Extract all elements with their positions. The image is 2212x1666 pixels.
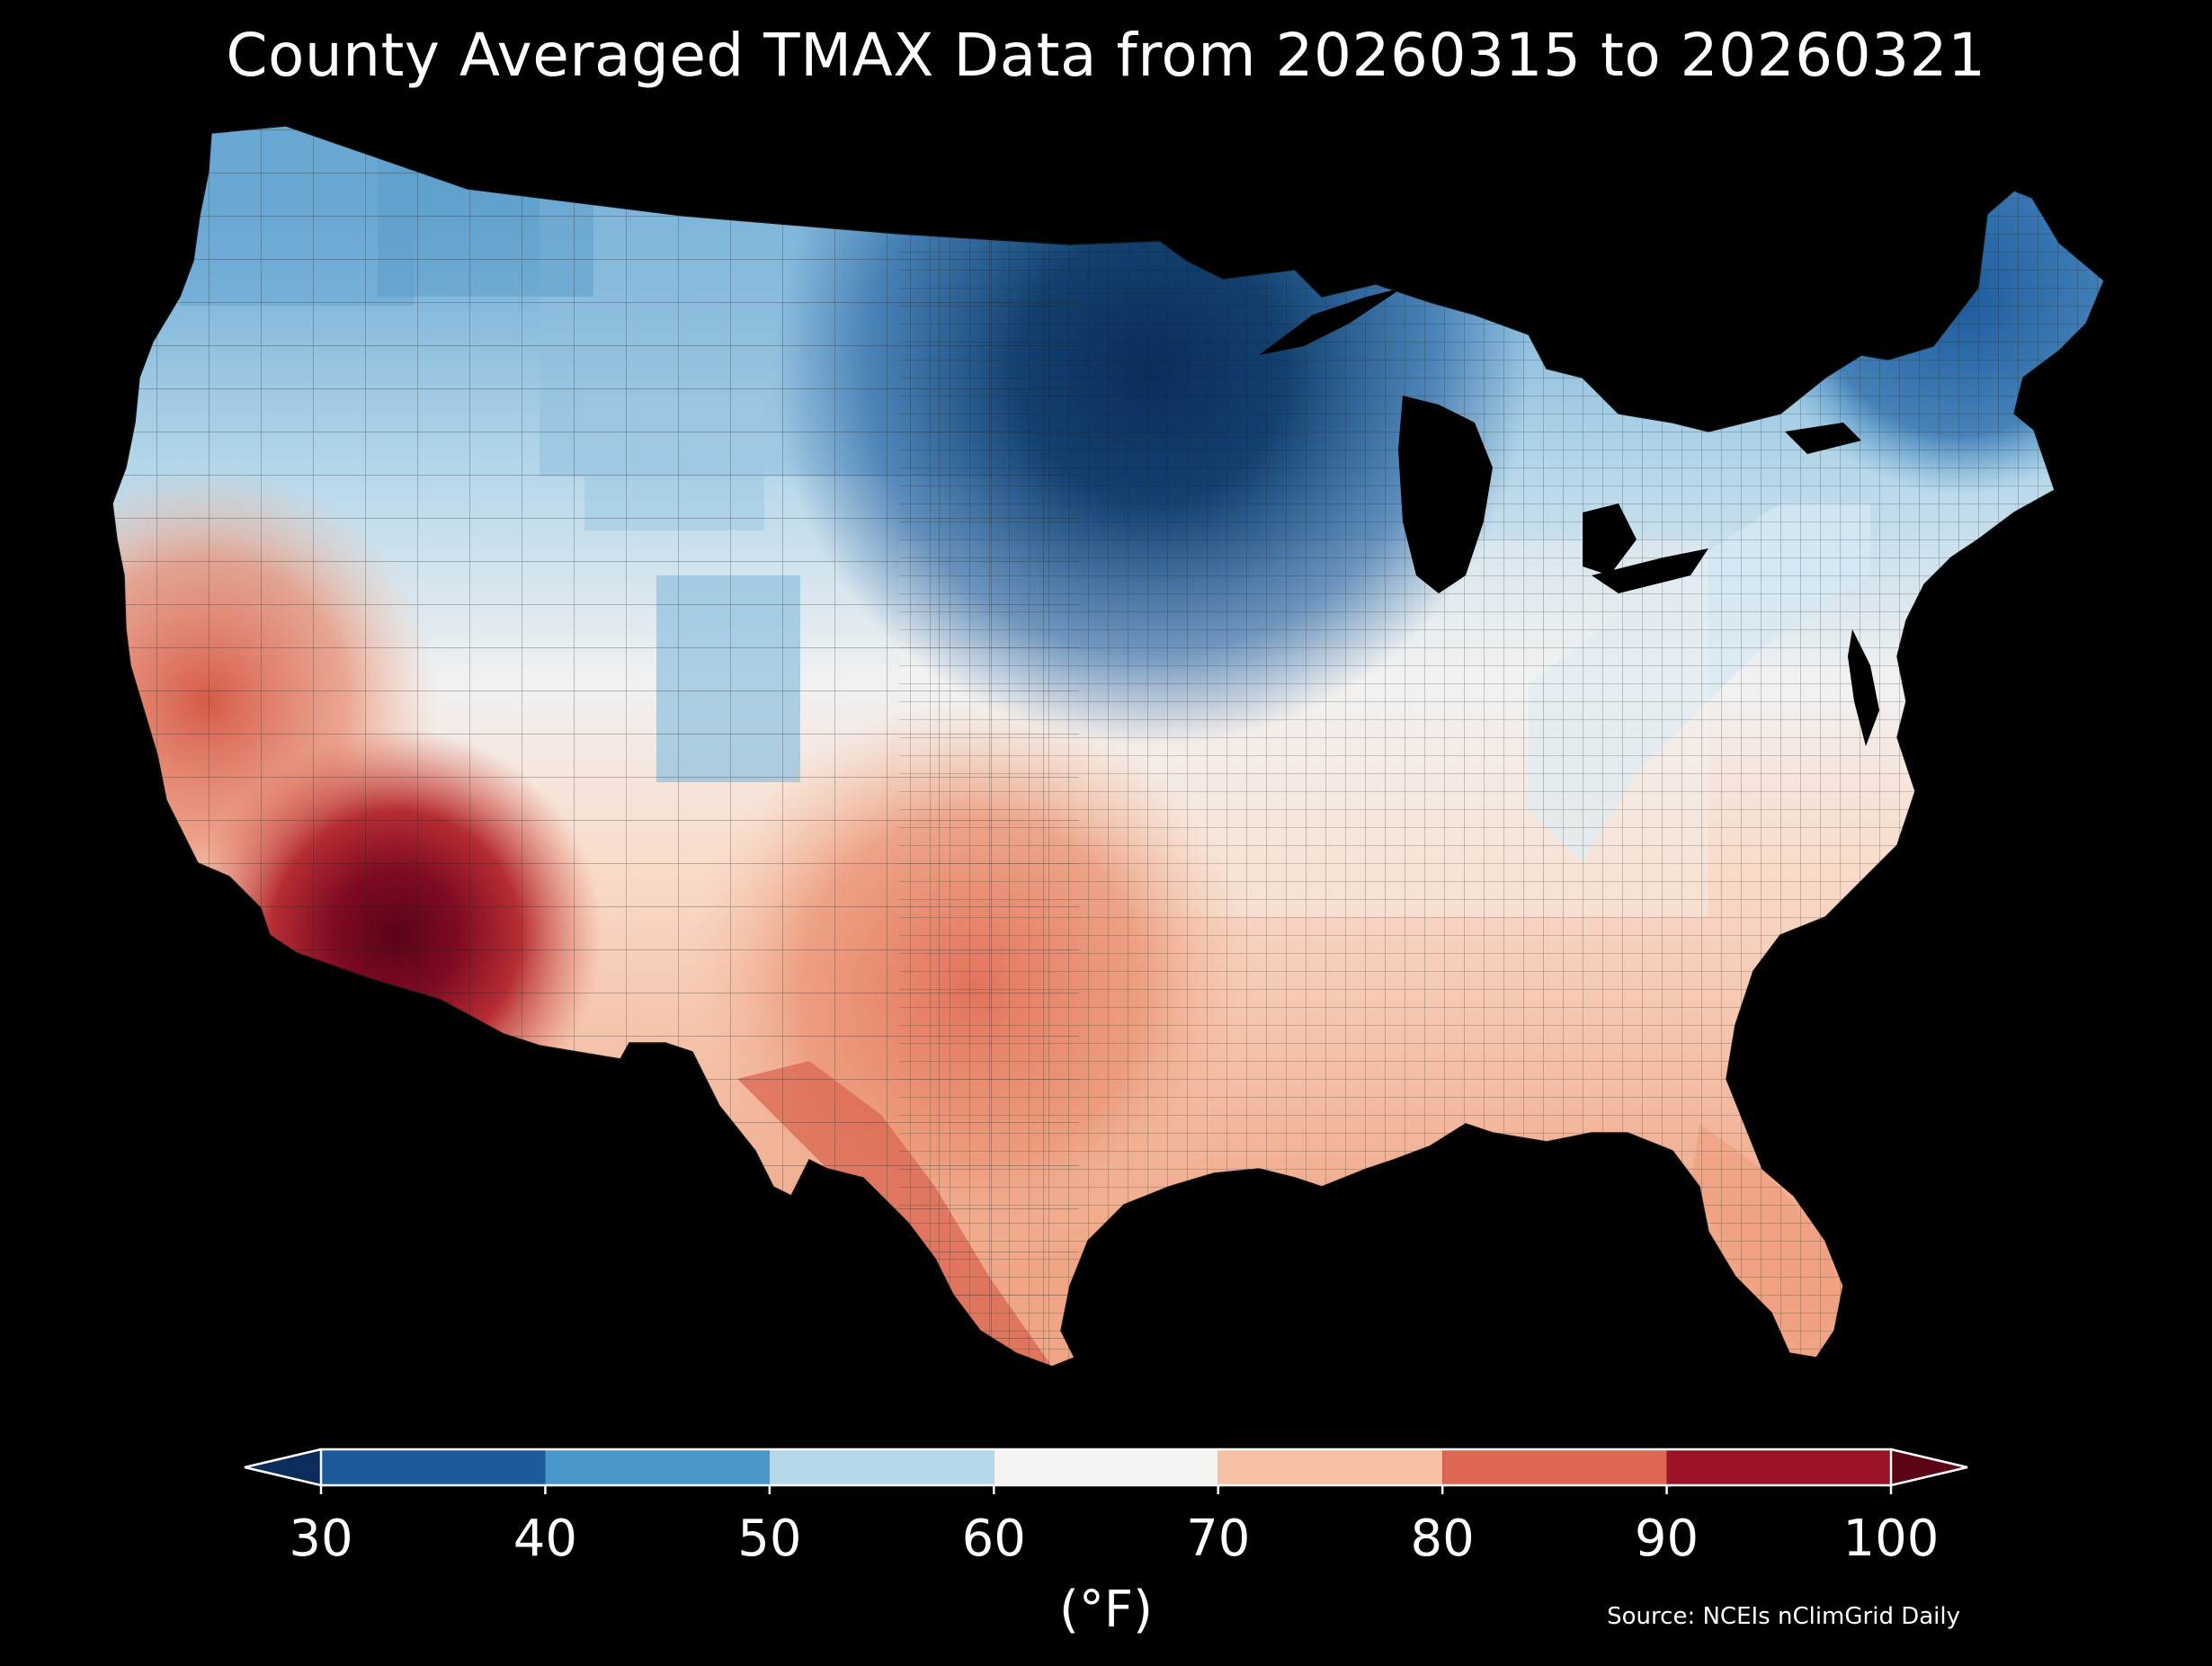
colorbar-frame: [319, 1448, 1893, 1487]
tick-label-80: 80: [1410, 1510, 1475, 1568]
colorbar-bin-80-90: [1442, 1449, 1667, 1485]
us-outline: [111, 125, 2105, 1368]
lake-huron-saginaw: [1583, 503, 1637, 575]
colorbar-bins: [245, 1449, 1967, 1485]
chesapeake-bay: [1848, 629, 1879, 746]
colorbar-high-extend-outline: [1890, 1448, 1968, 1487]
colorbar-bin-100-110: [1891, 1449, 1967, 1485]
tick-label-40: 40: [513, 1510, 578, 1568]
tick-label-100: 100: [1842, 1510, 1940, 1568]
lake-ontario: [1785, 423, 1861, 454]
tick-label-30: 30: [289, 1510, 353, 1568]
tick-label-70: 70: [1186, 1510, 1251, 1568]
source-note: Source: NCEIs nClimGrid Daily: [1607, 1603, 1960, 1630]
lake-superior: [1259, 288, 1403, 355]
colorbar-bin-20-30: [245, 1449, 321, 1485]
colorbar-unit-label: (°F): [1059, 1581, 1153, 1639]
colorbar-bin-40-50: [545, 1449, 770, 1485]
tick-label-50: 50: [737, 1510, 802, 1568]
lake-erie: [1592, 548, 1708, 593]
colorbar-ticks: [319, 1485, 1893, 1494]
colorbar-bin-60-70: [994, 1449, 1218, 1485]
colorbar-bin-30-40: [321, 1449, 546, 1485]
colorbar-bin-70-80: [1217, 1449, 1443, 1485]
colorbar-bin-50-60: [769, 1449, 995, 1485]
tick-label-90: 90: [1634, 1510, 1699, 1568]
lake-michigan: [1398, 396, 1493, 593]
tick-label-60: 60: [961, 1510, 1026, 1568]
colorbar-bin-90-100: [1666, 1449, 1891, 1485]
figure-title: County Averaged TMAX Data from 20260315 …: [226, 21, 1986, 90]
colorbar-low-extend-outline: [244, 1448, 322, 1487]
